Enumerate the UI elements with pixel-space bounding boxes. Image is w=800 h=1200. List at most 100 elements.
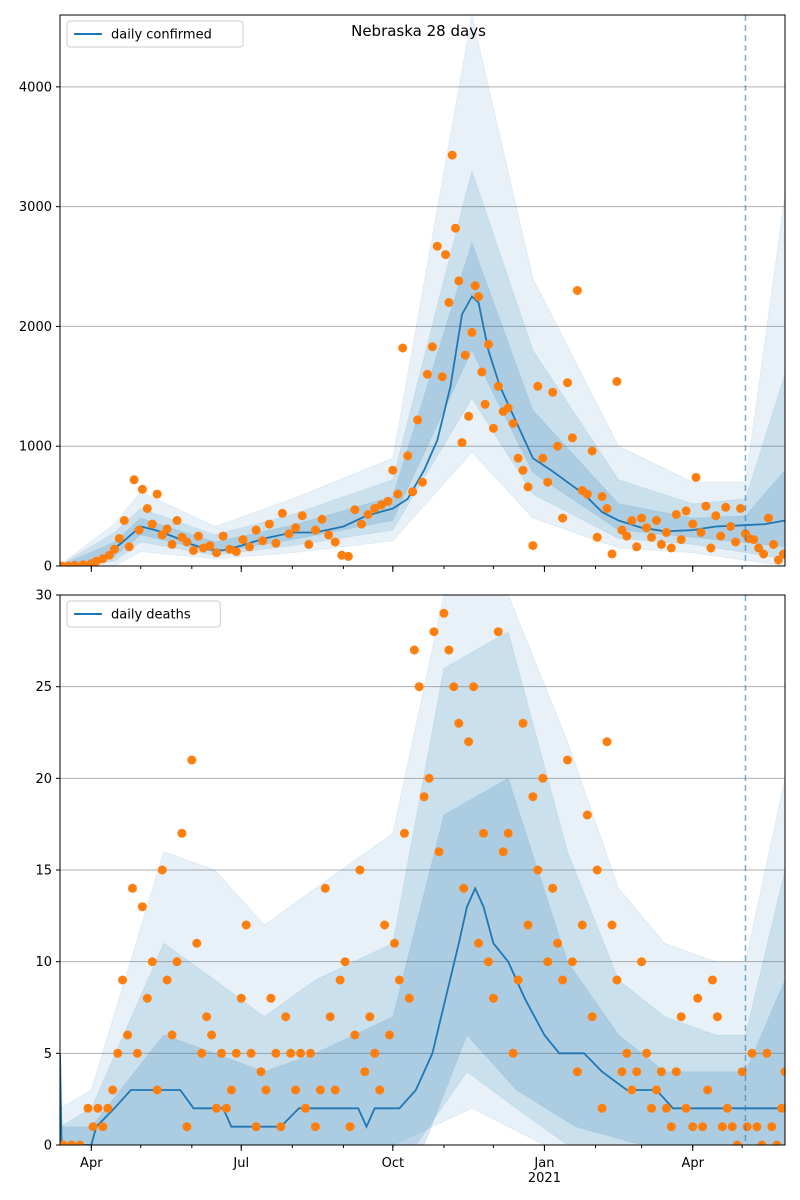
data-point	[434, 847, 444, 857]
data-point	[661, 1103, 671, 1113]
data-point	[370, 504, 380, 513]
data-point	[572, 286, 582, 295]
data-point	[454, 718, 464, 728]
data-point	[142, 504, 152, 513]
data-point	[518, 465, 528, 475]
data-point	[513, 453, 523, 463]
x-tick-label: Oct	[382, 1156, 404, 1171]
data-point	[567, 957, 577, 967]
data-point	[597, 492, 607, 501]
data-point	[70, 560, 80, 566]
data-point	[221, 1103, 231, 1113]
data-point	[459, 883, 469, 893]
data-point	[441, 250, 451, 260]
y-tick-label: 10	[35, 955, 52, 970]
y-tick-label: 30	[35, 589, 52, 604]
data-point	[698, 1122, 708, 1132]
data-point	[498, 847, 508, 857]
data-point	[226, 1085, 236, 1095]
data-point	[627, 1085, 637, 1095]
data-point	[403, 451, 413, 461]
data-point	[467, 327, 477, 337]
legend: daily confirmed	[66, 20, 244, 48]
data-point	[256, 1067, 266, 1077]
x-tick-label: Apr	[681, 1156, 704, 1171]
data-point	[701, 501, 711, 511]
data-point	[324, 530, 334, 540]
data-point	[737, 1067, 747, 1077]
data-point	[296, 1048, 306, 1058]
data-point	[437, 372, 447, 382]
data-point	[167, 539, 177, 549]
data-point	[304, 539, 314, 549]
data-point	[582, 489, 592, 499]
uncertainty-band	[60, 168, 785, 566]
data-point	[217, 1048, 226, 1058]
data-point	[306, 1048, 315, 1058]
data-point	[538, 453, 548, 463]
data-point	[717, 1122, 727, 1132]
data-point	[182, 1122, 192, 1132]
data-point	[533, 381, 543, 391]
data-point	[212, 548, 221, 558]
data-point	[483, 957, 493, 967]
data-point	[409, 645, 419, 655]
data-point	[197, 1048, 207, 1058]
data-point	[320, 883, 330, 893]
data-point	[119, 516, 129, 525]
data-point	[508, 1048, 518, 1058]
data-point	[503, 403, 513, 413]
data-point	[567, 433, 577, 443]
data-point	[767, 1122, 777, 1132]
data-point	[60, 1140, 68, 1145]
data-point	[246, 1048, 256, 1058]
data-point	[376, 500, 386, 510]
data-point	[479, 828, 488, 838]
data-point	[681, 1103, 691, 1113]
x-tick-label: Apr	[80, 1156, 103, 1171]
data-point	[172, 516, 182, 525]
data-point	[385, 1030, 394, 1040]
axes-frame	[59, 14, 786, 567]
data-point	[444, 645, 454, 655]
data-point	[291, 523, 301, 533]
data-point	[114, 534, 124, 543]
data-point	[335, 975, 345, 985]
data-point	[231, 547, 241, 557]
data-point	[432, 241, 442, 251]
data-point	[212, 1103, 221, 1113]
data-point	[691, 472, 701, 482]
data-point	[627, 516, 637, 525]
data-point	[258, 536, 268, 546]
data-point	[712, 1012, 722, 1022]
data-point	[747, 1048, 757, 1058]
data-point	[493, 627, 503, 637]
data-point	[470, 281, 480, 291]
y-tick-label: 25	[35, 680, 52, 695]
data-point	[727, 1122, 737, 1132]
uncertainty-band	[60, 630, 785, 1145]
data-point	[261, 1085, 271, 1095]
data-point	[602, 737, 612, 747]
data-point	[162, 975, 172, 985]
data-point	[722, 1103, 732, 1113]
y-tick-label: 4000	[19, 80, 52, 95]
data-point	[124, 542, 134, 552]
data-point	[418, 477, 427, 487]
data-point	[523, 482, 533, 492]
data-point	[98, 1122, 108, 1132]
data-point	[75, 1140, 85, 1145]
data-point	[137, 484, 147, 494]
data-point	[132, 1048, 142, 1058]
uncertainty-band	[60, 15, 785, 566]
data-point	[162, 524, 172, 534]
data-point	[612, 975, 622, 985]
data-point	[582, 810, 592, 820]
data-point	[128, 883, 137, 893]
data-point	[88, 1122, 98, 1132]
data-point	[464, 411, 474, 421]
data-point	[137, 902, 147, 912]
data-point	[523, 920, 533, 930]
data-point	[177, 828, 187, 838]
data-point	[548, 387, 558, 397]
